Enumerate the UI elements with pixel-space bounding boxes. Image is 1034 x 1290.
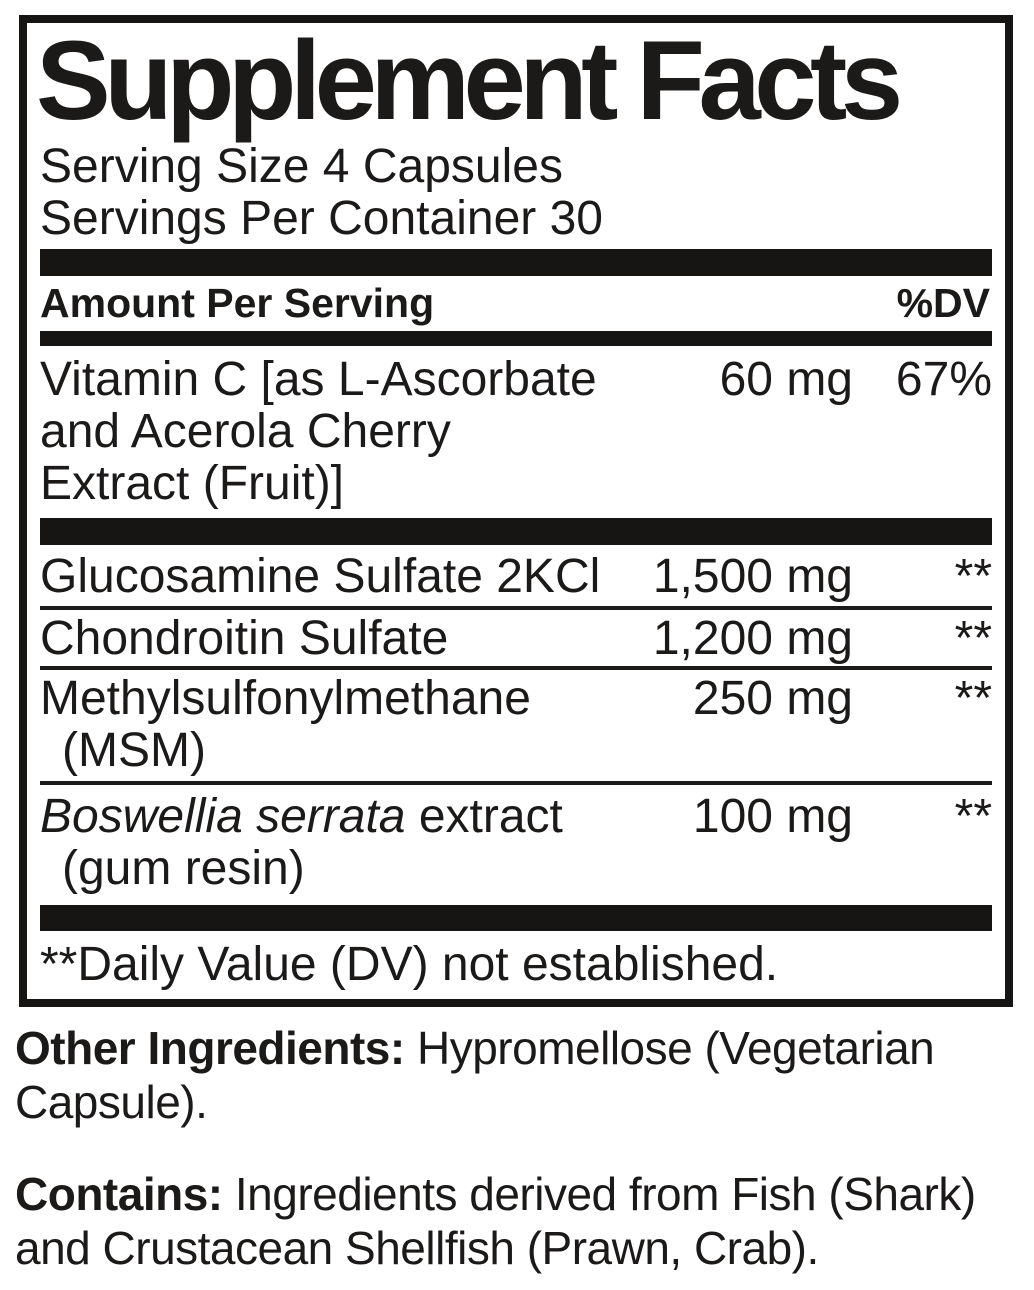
other-ingredients-label: Other Ingredients: <box>15 1022 405 1074</box>
serving-size: Serving Size 4 Capsules <box>40 140 563 193</box>
label-extra-info: Other Ingredients: Hypromellose (Vegetar… <box>15 1021 1020 1275</box>
ingredient-amount: 1,200 mg <box>652 612 853 665</box>
dv-header-label: %DV <box>896 280 990 326</box>
ingredient-name-main: Boswellia serrata extract <box>40 791 633 843</box>
ingredient-row-glucosamine: Glucosamine Sulfate 2KCl 1,500 mg ** <box>40 545 992 610</box>
ingredient-name: Glucosamine Sulfate 2KCl <box>40 550 601 603</box>
panel-title: Supplement Facts <box>36 18 903 143</box>
ingredient-amount: 60 mg <box>719 353 853 406</box>
ingredient-amount: 250 mg <box>692 672 853 725</box>
ingredient-dv: 67% <box>895 353 992 406</box>
ingredient-name-sub: (gum resin) <box>62 842 305 895</box>
ingredient-name-rest: extract <box>405 790 563 843</box>
amount-per-serving-label: Amount Per Serving <box>40 280 435 326</box>
other-ingredients-text: Hypromellose (Vegetarian Capsule). <box>15 1022 935 1128</box>
ingredient-amount: 1,500 mg <box>652 550 853 603</box>
ingredient-name: Methylsulfonylmethane (MSM) <box>40 673 633 777</box>
ingredient-name-sub: (MSM) <box>62 724 206 777</box>
serving-info: Serving Size 4 Capsules Servings Per Con… <box>40 141 992 245</box>
other-ingredients-section: Other Ingredients: Hypromellose (Vegetar… <box>15 1021 1020 1129</box>
ingredient-amount: 100 mg <box>692 790 853 843</box>
contains-section: Contains: Ingredients derived from Fish … <box>15 1167 1020 1275</box>
ingredient-row-vitamin-c: Vitamin C [as L-Ascorbate and Acerola Ch… <box>40 346 992 518</box>
contains-label: Contains: <box>15 1168 223 1220</box>
ingredient-dv: ** <box>954 790 992 843</box>
divider-bar-top <box>40 249 992 276</box>
ingredient-name-main: Methylsulfonylmethane <box>40 672 531 725</box>
ingredient-name: Vitamin C [as L-Ascorbate and Acerola Ch… <box>40 353 597 510</box>
ingredient-name: Chondroitin Sulfate <box>40 612 449 665</box>
servings-per-container: Servings Per Container 30 <box>40 192 603 245</box>
ingredient-row-boswellia: Boswellia serrata extract (gum resin) 10… <box>40 785 992 905</box>
ingredient-row-chondroitin: Chondroitin Sulfate 1,200 mg ** <box>40 610 992 670</box>
divider-bar-footnote <box>40 905 992 931</box>
ingredient-row-msm: Methylsulfonylmethane (MSM) 250 mg ** <box>40 670 992 785</box>
daily-value-footnote: **Daily Value (DV) not established. <box>40 938 779 991</box>
contains-text: Ingredients derived from Fish (Shark) an… <box>15 1168 976 1274</box>
ingredient-name: Boswellia serrata extract (gum resin) <box>40 791 633 895</box>
divider-bar-under-header <box>40 331 992 346</box>
supplement-facts-panel: Supplement Facts Serving Size 4 Capsules… <box>19 15 1013 1007</box>
ingredient-dv: ** <box>954 612 992 665</box>
column-header-row: Amount Per Serving %DV <box>40 276 992 331</box>
ingredient-dv: ** <box>954 550 992 603</box>
divider-bar-mid-section <box>40 518 992 545</box>
ingredient-name-latin: Boswellia serrata <box>40 790 406 843</box>
ingredient-dv: ** <box>954 672 992 725</box>
